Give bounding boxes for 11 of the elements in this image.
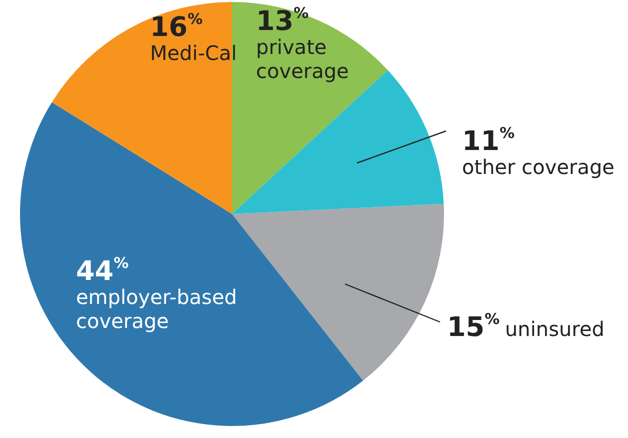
data-label: 11$^{%}$: [462, 124, 515, 157]
pie-slice: [20, 102, 364, 426]
slice-label: other coverage: [462, 155, 614, 179]
slice-label: uninsured: [505, 317, 604, 341]
slice-label: Medi-Cal: [150, 41, 237, 65]
slice-label: private coverage: [256, 35, 349, 83]
data-label: 13$^{%}$: [256, 4, 309, 37]
slice-label: employer-based coverage: [76, 285, 237, 333]
data-label: 44$^{%}$: [76, 254, 129, 287]
data-label: 16$^{%}$: [150, 10, 203, 43]
data-label: 15$^{%}$: [447, 310, 500, 343]
